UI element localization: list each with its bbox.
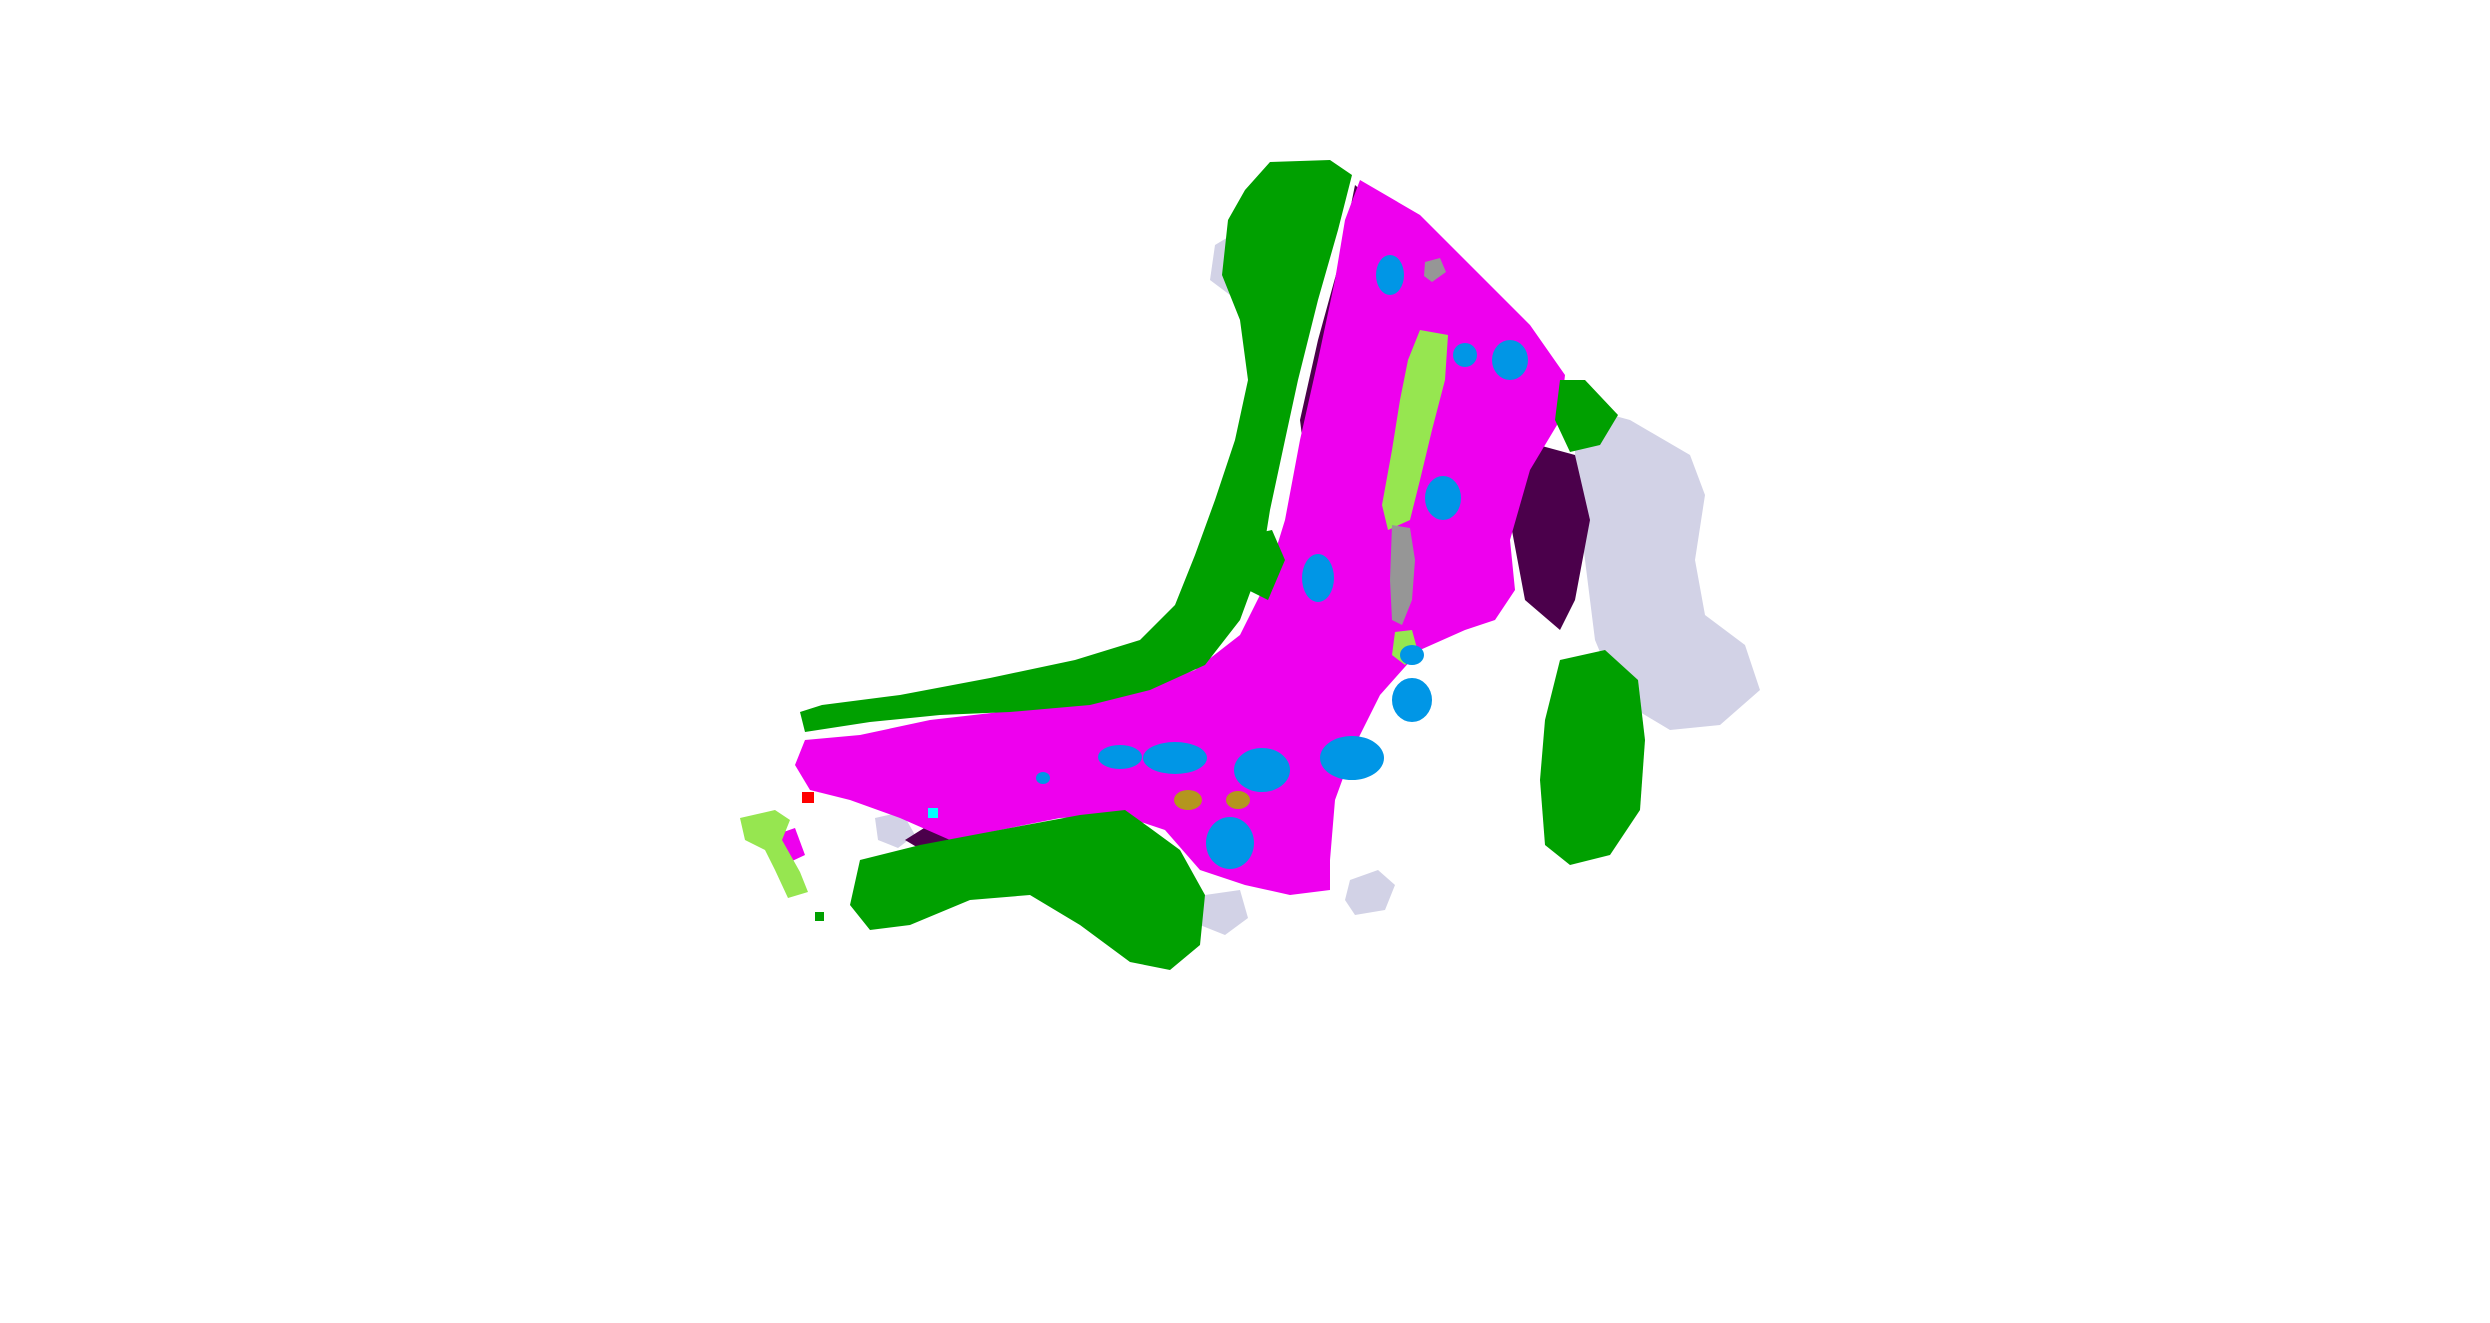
car-1: [1376, 255, 1404, 295]
car-8: [1320, 736, 1384, 780]
building-right-block: [1575, 405, 1760, 730]
car-7: [1400, 645, 1424, 665]
car-13: [1036, 772, 1050, 784]
pole-median: [1390, 525, 1415, 625]
car-layer: [1036, 255, 1528, 869]
object-orange-2: [1226, 791, 1250, 809]
car-10: [1143, 742, 1207, 774]
vegetation-right-top: [1555, 380, 1618, 452]
car-12: [1206, 817, 1254, 869]
pole-layer: [1390, 258, 1446, 625]
car-3: [1453, 343, 1477, 367]
terrain-left-fragment: [740, 810, 808, 898]
car-4: [1425, 476, 1461, 520]
vegetation-small-patch: [1248, 530, 1285, 600]
road-layer: [775, 180, 1565, 895]
building-near-green: [1200, 890, 1248, 935]
object-orange-1: [1174, 790, 1202, 810]
vegetation-layer: [800, 160, 1645, 970]
pole-top: [1424, 258, 1446, 282]
car-5: [1302, 554, 1334, 602]
building-bottom-fragment: [1345, 870, 1395, 915]
car-2: [1492, 340, 1528, 380]
person-marker: [928, 808, 938, 818]
car-9: [1234, 748, 1290, 792]
sidewalk-right-strip: [1510, 440, 1590, 630]
road-surface: [795, 180, 1565, 895]
vegetation-right-mound: [1540, 650, 1645, 865]
traffic-sign-marker: [802, 792, 814, 803]
small-object-layer: [802, 790, 1250, 818]
car-11: [1098, 745, 1142, 769]
vegetation-bottom-mound: [850, 810, 1205, 970]
vegetation-left-ridge: [800, 160, 1352, 732]
building-left-fragment: [875, 812, 915, 848]
vegetation-speck: [815, 912, 824, 921]
terrain-median-strip: [1382, 330, 1448, 530]
car-6: [1392, 678, 1432, 722]
